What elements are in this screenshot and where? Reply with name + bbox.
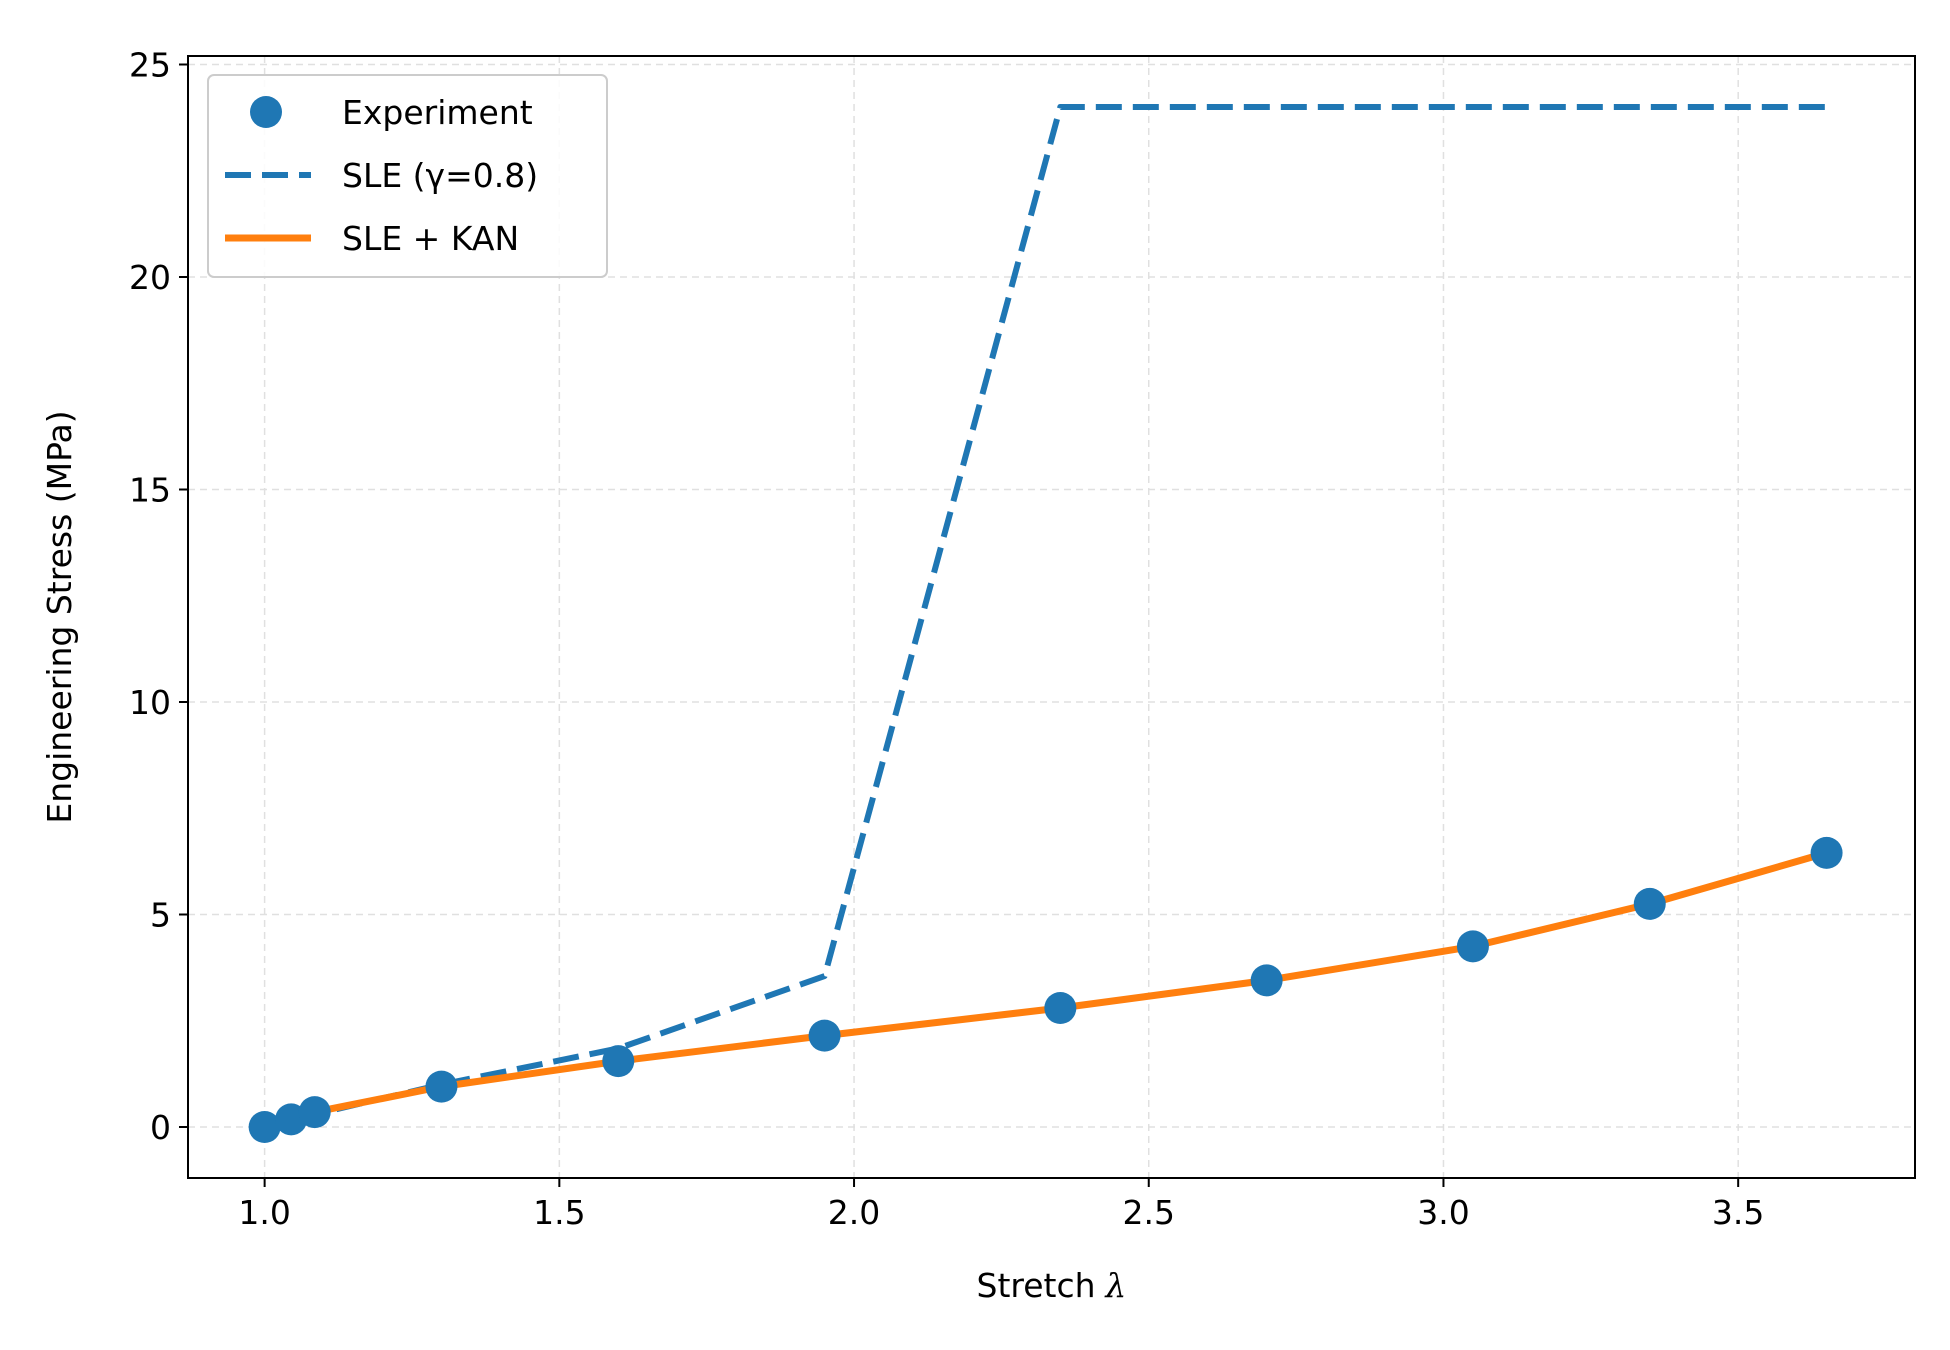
y-tick-label: 10 <box>129 683 171 722</box>
experiment-point <box>602 1045 635 1078</box>
experiment-point <box>808 1019 841 1052</box>
x-axis-label-symbol: λ <box>1104 1266 1127 1305</box>
x-axis-label-text: Stretch <box>977 1266 1096 1305</box>
y-axis-label: Engineering Stress (MPa) <box>40 410 79 823</box>
legend-label: SLE (γ=0.8) <box>342 156 538 195</box>
legend-box <box>207 74 608 278</box>
x-tick-label: 3.0 <box>1417 1193 1469 1232</box>
ticks: 1.0 1.5 2.0 2.5 3.0 3.5 0 5 10 15 20 25 <box>129 46 1764 1233</box>
experiment-point <box>248 1111 281 1143</box>
x-tick-label: 3.5 <box>1712 1193 1764 1232</box>
x-tick-label: 1.0 <box>238 1193 290 1232</box>
experiment-point <box>1633 887 1666 920</box>
experiment-point <box>1250 964 1283 997</box>
experiment-point <box>1456 930 1489 963</box>
y-tick-label: 15 <box>129 471 171 510</box>
y-tick-label: 20 <box>129 258 171 297</box>
x-tick-label: 2.0 <box>828 1193 880 1232</box>
legend-marker-experiment <box>250 96 282 128</box>
experiment-point <box>1810 836 1843 869</box>
y-tick-label: 5 <box>150 896 171 935</box>
y-tick-label: 25 <box>129 46 171 85</box>
plot-frame <box>187 55 1916 1179</box>
x-tick-label: 2.5 <box>1123 1193 1175 1232</box>
legend-label: SLE + KAN <box>342 219 519 258</box>
series-layer <box>248 104 1843 1143</box>
experiment-point <box>425 1070 458 1103</box>
y-tick-label: 0 <box>150 1108 171 1147</box>
legend: Experiment SLE (γ=0.8) SLE + KAN <box>207 74 608 278</box>
x-tick-label: 1.5 <box>533 1193 585 1232</box>
experiment-point <box>298 1096 331 1129</box>
legend-label: Experiment <box>342 93 533 132</box>
experiment-point <box>1044 992 1077 1024</box>
x-axis-label: Stretch λ <box>977 1266 1127 1305</box>
